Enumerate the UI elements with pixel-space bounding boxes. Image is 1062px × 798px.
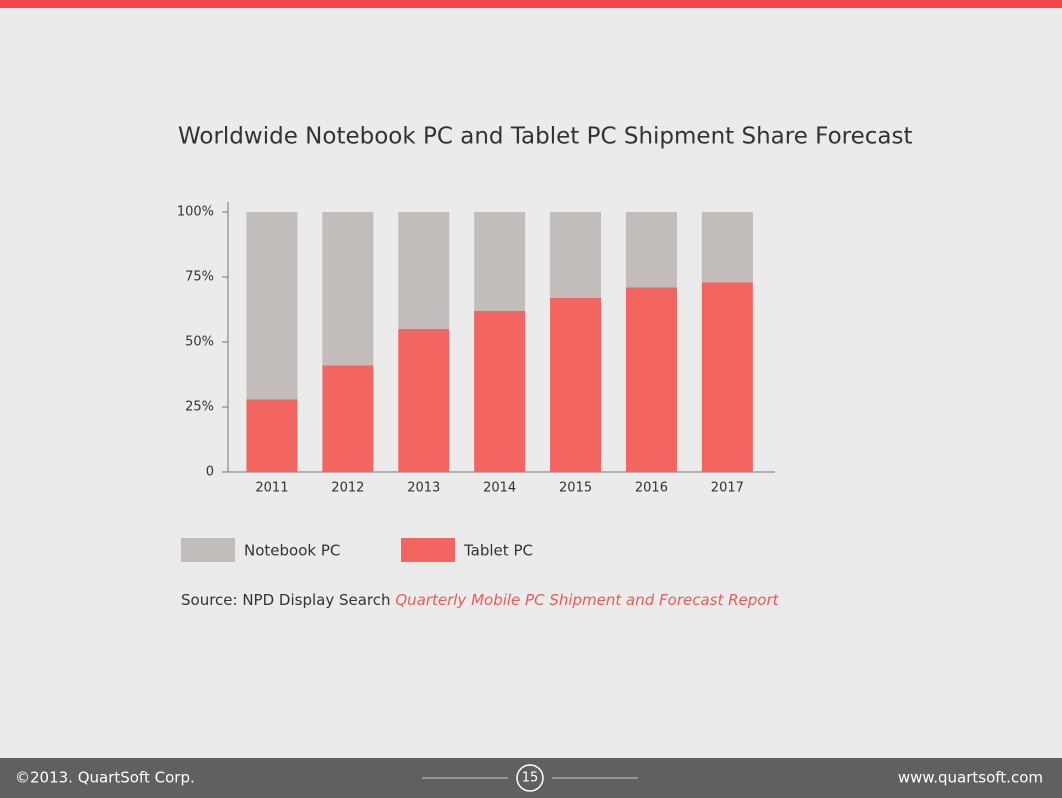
bar-segment	[246, 399, 298, 472]
x-tick-label: 2015	[559, 481, 592, 496]
x-tick-label: 2013	[407, 481, 440, 496]
bar-segment	[701, 282, 753, 472]
x-tick-label: 2012	[331, 481, 364, 496]
bar-segment	[246, 212, 298, 400]
x-tick-label: 2014	[483, 481, 516, 496]
y-tick-label: 50%	[185, 335, 214, 350]
x-tick-label: 2016	[635, 481, 668, 496]
footer-copyright: ©2013. QuartSoft Corp.	[15, 769, 195, 787]
x-tick-label: 2017	[711, 481, 744, 496]
y-tick-label: 75%	[185, 270, 214, 285]
source: Source: NPD Display Search Quarterly Mob…	[181, 591, 780, 609]
bar-segment	[625, 287, 677, 472]
page-circle	[516, 764, 544, 792]
bar-segment	[625, 212, 677, 288]
y-tick-label: 0	[206, 465, 214, 480]
y-tick-label: 25%	[185, 400, 214, 415]
bar-segment	[398, 329, 450, 472]
bar-segment	[322, 365, 374, 472]
bar-segment	[474, 310, 526, 472]
source-report: Quarterly Mobile PC Shipment and Forecas…	[395, 591, 779, 609]
legend-label: Notebook PC	[244, 542, 340, 560]
bar-segment	[322, 212, 374, 366]
bar-segment	[550, 297, 602, 472]
legend-label: Tablet PC	[463, 542, 533, 560]
bar-segment	[474, 212, 526, 311]
top-bar	[0, 0, 1062, 8]
chart-title: Worldwide Notebook PC and Tablet PC Ship…	[178, 124, 913, 150]
bar-segment	[701, 212, 753, 283]
legend-swatch	[181, 538, 235, 562]
source-prefix: Source: NPD Display Search	[181, 591, 391, 609]
legend-swatch	[401, 538, 455, 562]
footer-website: www.quartsoft.com	[898, 769, 1043, 787]
y-tick-label: 100%	[177, 205, 214, 220]
bar-segment	[550, 212, 602, 298]
page-number: 15	[522, 771, 539, 786]
bar-segment	[398, 212, 450, 329]
x-tick-label: 2011	[255, 481, 288, 496]
